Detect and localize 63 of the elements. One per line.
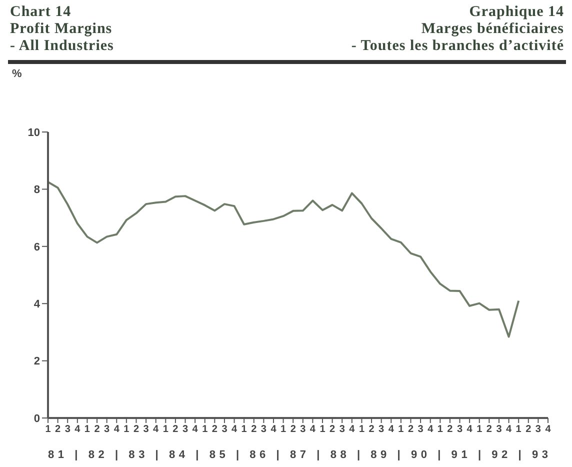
x-tick-label: 4 [428,424,434,436]
x-tick-label: 1 [280,424,287,436]
x-tick-label: 1 [437,424,444,436]
x-tick-label: 4 [192,424,198,436]
y-tick-label: 6 [34,241,40,254]
x-tick-label: 2 [368,424,375,436]
y-tick-label: 2 [34,356,40,368]
x-tick-label: 3 [535,424,542,436]
x-tick-label: 4 [74,424,81,436]
x-tick-label: 1 [124,424,130,436]
x-tick-label: 2 [486,424,492,436]
x-tick-label: 1 [241,424,248,436]
x-tick-label: 2 [526,424,532,436]
y-axis-title: % [12,68,22,80]
x-tick-label: 3 [64,424,71,436]
x-tick-label: 2 [447,424,454,436]
x-tick-label: 2 [55,424,62,436]
x-tick-label: 2 [251,424,258,436]
y-tick-label: 10 [28,126,40,139]
x-tick-label: 1 [162,424,169,436]
x-tick-label: 1 [45,424,52,436]
x-tick-label: 3 [456,424,463,436]
x-tick-label: 1 [476,424,483,436]
y-tick-label: 0 [34,412,40,425]
x-tick-label: 4 [153,424,160,436]
y-tick-label: 4 [34,298,41,311]
x-tick-label: 3 [260,424,267,436]
x-tick-label: 3 [418,424,424,436]
x-tick-label: 3 [378,424,385,436]
x-tick-label: 4 [114,424,120,436]
x-tick-label: 3 [182,424,188,436]
chart-subtitle: Graphique 14 Marges bénéficiaires - Toutes les branches d’activité [351,4,564,55]
x-tick-label: 1 [358,424,365,436]
x-tick-label: 3 [496,424,502,436]
line-series [47,181,520,338]
x-tick-label: 4 [310,424,316,436]
x-tick-label: 1 [320,424,326,436]
y-tick-label: 8 [34,184,40,196]
x-tick-label: 2 [212,424,218,436]
x-tick-label: 4 [506,424,512,436]
text: 81 | 82 | 83 | 84 | 85 | 86 | 87 | 88 | 89 | 90 | 91 | 92 | 93 [48,449,548,461]
x-tick-label: 2 [330,424,336,436]
chart-title: Chart 14 Profit Margins - All Industries [10,4,114,55]
x-tick-label: 4 [349,424,356,436]
x-tick-label: 4 [466,424,473,436]
x-tick-label: 4 [388,424,394,436]
x-tick-label: 2 [290,424,296,436]
x-tick-label: 3 [339,424,346,436]
x-tick-label: 2 [172,424,179,436]
x-tick-label: 2 [408,424,414,436]
x-tick-label: 3 [104,424,110,436]
x-tick-label: 1 [398,424,404,436]
x-tick-label: 2 [94,424,100,436]
x-tick-label: 2 [133,424,140,436]
x-tick-label: 4 [545,424,552,436]
x-tick-label: 1 [516,424,522,436]
x-tick-label: 3 [300,424,306,436]
x-tick-label: 1 [202,424,208,436]
x-tick-label: 4 [270,424,277,436]
x-tick-label: 1 [84,424,90,436]
x-tick-label: 3 [143,424,150,436]
x-tick-label: 4 [231,424,238,436]
x-tick-label: 3 [222,424,228,436]
